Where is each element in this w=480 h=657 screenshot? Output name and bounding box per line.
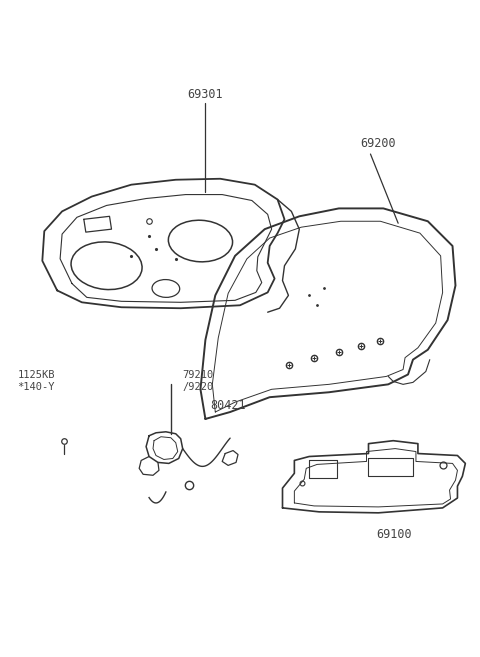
Text: 69200: 69200: [360, 137, 396, 150]
Text: 79210
/9220: 79210 /9220: [183, 369, 214, 392]
Text: 69100: 69100: [376, 528, 412, 541]
Text: 69301: 69301: [188, 87, 223, 101]
Text: 1125KB
*140-Y: 1125KB *140-Y: [18, 369, 55, 392]
Text: 80421: 80421: [210, 399, 246, 412]
